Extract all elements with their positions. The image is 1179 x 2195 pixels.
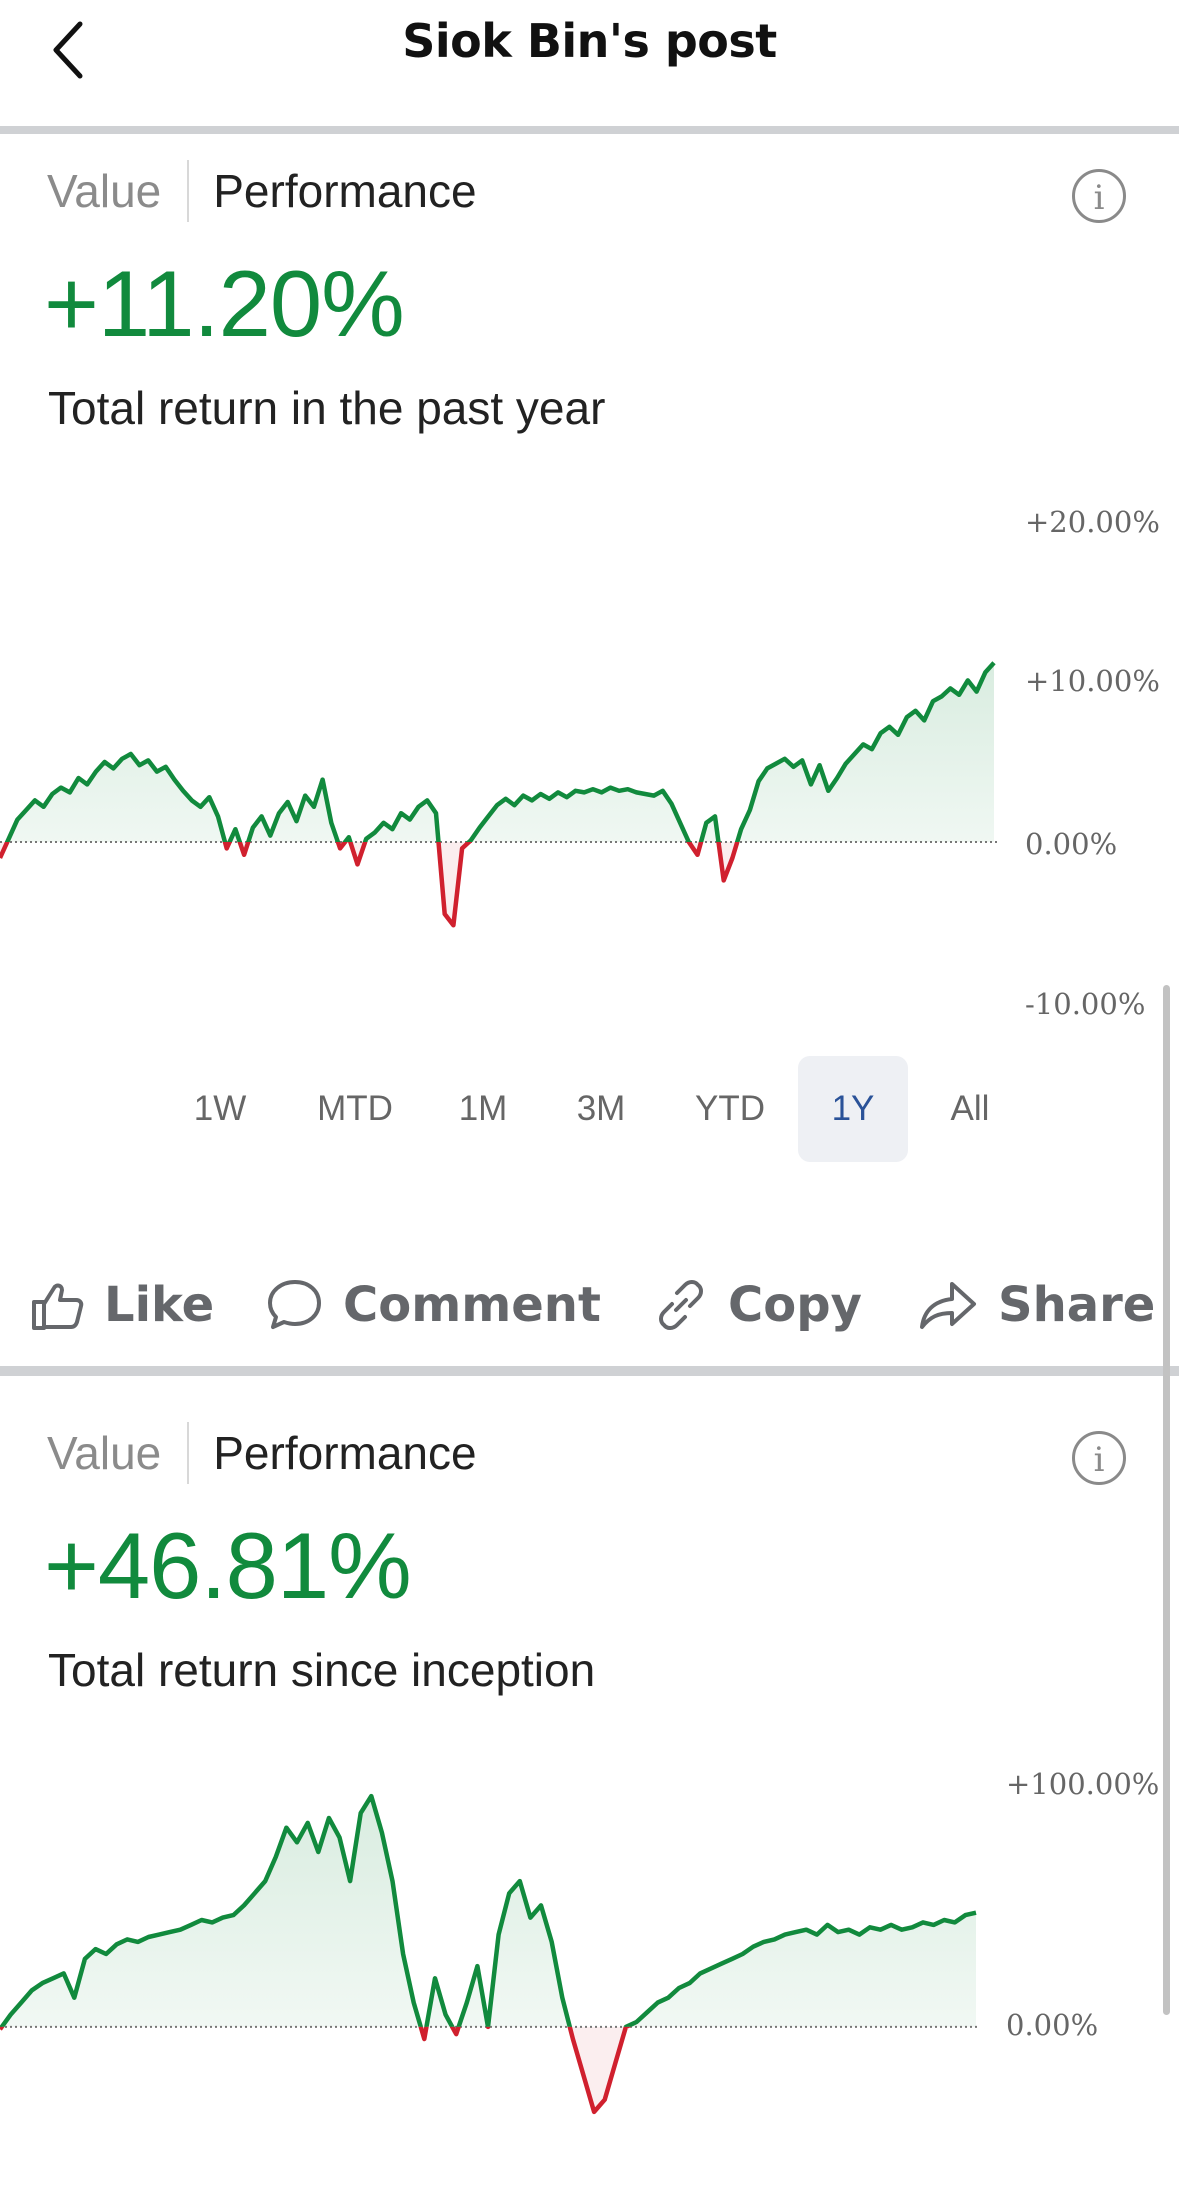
y-tick-label: +100.00% xyxy=(1006,1767,1160,1801)
like-button[interactable]: Like xyxy=(28,1265,214,1345)
area-fill-positive xyxy=(0,662,994,842)
return-caption: Total return in the past year xyxy=(48,382,606,434)
header-divider xyxy=(0,126,1179,134)
post-action-bar: Like Comment Copy Share xyxy=(0,1265,1179,1345)
y-tick-label: -10.00% xyxy=(1025,987,1146,1021)
series-line-positive xyxy=(4,661,996,842)
tab-value[interactable]: Value xyxy=(47,1427,162,1479)
page-title: Siok Bin's post xyxy=(402,14,777,68)
range-1y[interactable]: 1Y xyxy=(798,1056,908,1162)
y-tick-label: 0.00% xyxy=(1025,827,1118,861)
view-toggle: Value Performance xyxy=(47,1422,477,1484)
range-mtd[interactable]: MTD xyxy=(317,1089,393,1128)
comment-label: Comment xyxy=(343,1277,601,1333)
toggle-divider xyxy=(187,1422,190,1484)
share-label: Share xyxy=(998,1277,1156,1333)
series-line-negative xyxy=(0,2026,632,2115)
tab-performance[interactable]: Performance xyxy=(213,1427,477,1479)
range-ytd[interactable]: YTD xyxy=(695,1089,765,1128)
view-toggle: Value Performance xyxy=(47,160,477,222)
performance-chart-inception xyxy=(0,1793,980,2115)
area-fill-positive xyxy=(0,1796,976,2027)
copy-button[interactable]: Copy xyxy=(652,1265,862,1345)
return-value: +11.20% xyxy=(44,251,405,356)
thumbs-up-icon xyxy=(32,1283,84,1330)
copy-label: Copy xyxy=(728,1277,862,1333)
tab-value[interactable]: Value xyxy=(47,165,162,217)
post-divider xyxy=(0,1366,1179,1376)
range-1w[interactable]: 1W xyxy=(193,1089,247,1128)
tab-performance[interactable]: Performance xyxy=(213,165,477,217)
info-icon[interactable]: i xyxy=(1072,1431,1126,1485)
range-selector: 1W MTD 1M 3M YTD 1Y All xyxy=(160,1056,1010,1162)
post-header: Siok Bin's post xyxy=(0,0,1179,126)
chevron-left-icon xyxy=(53,21,83,79)
scrollbar[interactable] xyxy=(1163,985,1170,2015)
comment-icon xyxy=(268,1280,321,1329)
y-tick-label: 0.00% xyxy=(1006,2008,1099,2042)
range-1m[interactable]: 1M xyxy=(458,1089,508,1128)
y-tick-label: +10.00% xyxy=(1025,664,1160,698)
return-caption: Total return since inception xyxy=(48,1644,596,1696)
toggle-divider xyxy=(187,160,190,222)
range-all[interactable]: All xyxy=(950,1089,990,1128)
y-tick-label: +20.00% xyxy=(1025,505,1160,539)
performance-chart-1y xyxy=(0,661,998,928)
series-line-positive xyxy=(0,1793,977,2027)
share-button[interactable]: Share xyxy=(918,1265,1155,1345)
like-label: Like xyxy=(104,1277,215,1333)
info-icon[interactable]: i xyxy=(1072,169,1126,223)
share-icon xyxy=(920,1282,976,1329)
return-value: +46.81% xyxy=(44,1513,412,1618)
range-3m[interactable]: 3M xyxy=(576,1089,626,1128)
link-icon xyxy=(659,1280,703,1330)
comment-button[interactable]: Comment xyxy=(265,1265,601,1345)
back-button[interactable] xyxy=(48,20,96,80)
